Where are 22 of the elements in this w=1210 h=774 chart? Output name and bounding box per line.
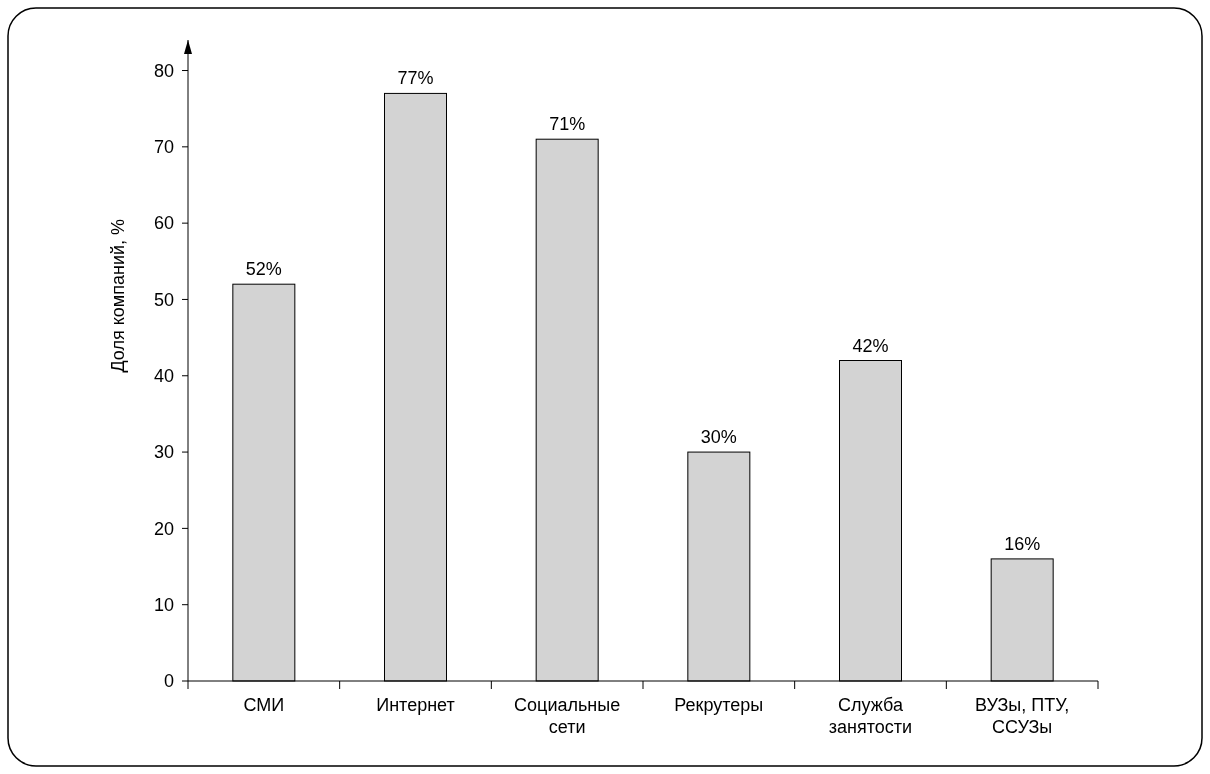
data-label: 30%: [700, 427, 737, 448]
y-tick-label: 30: [153, 442, 174, 463]
x-tick-label: Социальные сети: [514, 695, 621, 737]
x-tick-label: Интернет: [376, 695, 455, 715]
data-label: 71%: [549, 114, 586, 135]
y-tick-label: 0: [163, 671, 174, 692]
y-tick-label: 60: [153, 213, 174, 234]
x-tick-label: Служба занятости: [828, 695, 913, 737]
data-label: 42%: [852, 335, 889, 356]
x-tick-label: Рекрутеры: [674, 695, 764, 715]
y-tick-label: 70: [153, 137, 174, 158]
data-label: 16%: [1004, 533, 1041, 554]
x-tick-label: СМИ: [243, 695, 285, 715]
y-tick-label: 80: [153, 60, 174, 81]
y-tick-label: 50: [153, 289, 174, 310]
y-tick-label: 40: [153, 366, 174, 387]
y-tick-label: 10: [153, 594, 174, 615]
x-tick-label: ВУЗы, ПТУ, ССУЗы: [975, 695, 1070, 737]
data-label: 52%: [245, 259, 282, 280]
y-tick-label: 20: [153, 518, 174, 539]
y-axis-title: Доля компаний, %: [108, 218, 128, 373]
data-label: 77%: [397, 68, 434, 89]
